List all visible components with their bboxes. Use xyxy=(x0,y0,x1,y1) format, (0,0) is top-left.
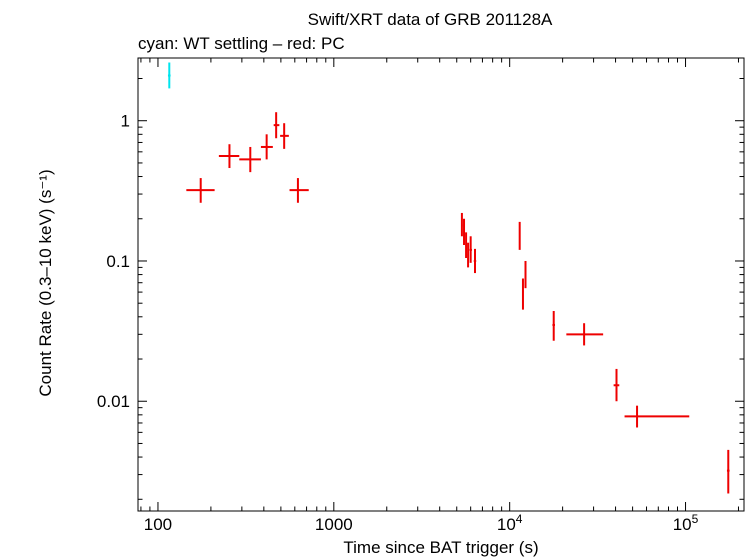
data-point xyxy=(467,242,470,268)
axes-layer: 100 1000 104 105 1 0.1 0.01 xyxy=(97,58,744,534)
y-tick-label: 0.01 xyxy=(97,392,130,411)
chart-title: Swift/XRT data of GRB 201128A xyxy=(308,10,553,29)
data-point xyxy=(624,405,690,428)
data-point xyxy=(289,178,309,203)
data-point xyxy=(566,323,604,346)
data-point xyxy=(186,178,215,203)
x-tick-label: 100 xyxy=(144,515,172,534)
y-axis-label: Count Rate (0.3–10 keV) (s⁻¹) xyxy=(36,169,55,396)
x-axis-label: Time since BAT trigger (s) xyxy=(343,538,538,557)
data-point xyxy=(469,236,472,263)
data-point xyxy=(239,146,261,173)
x-tick-label: 1000 xyxy=(315,515,353,534)
data-point xyxy=(726,449,730,494)
data-point xyxy=(521,278,524,310)
data-point xyxy=(460,212,463,237)
data-point xyxy=(524,260,527,289)
data-point xyxy=(260,134,273,160)
data-point xyxy=(518,221,521,250)
data-point xyxy=(465,232,468,259)
data-point xyxy=(473,248,477,274)
y-tick-label: 1 xyxy=(121,112,130,131)
chart-subtitle: cyan: WT settling – red: PC xyxy=(138,34,345,53)
data-point xyxy=(167,62,171,89)
data-point xyxy=(463,218,466,245)
data-point xyxy=(273,112,280,139)
x-tick-label: 105 xyxy=(673,512,699,534)
plot-frame xyxy=(137,57,745,512)
data-point xyxy=(218,144,240,169)
y-tick-label: 0.1 xyxy=(106,252,130,271)
data-point xyxy=(552,310,555,341)
x-tick-label: 104 xyxy=(497,512,523,534)
data-point xyxy=(613,368,620,402)
data-point xyxy=(280,123,289,149)
data-layer xyxy=(167,62,730,494)
